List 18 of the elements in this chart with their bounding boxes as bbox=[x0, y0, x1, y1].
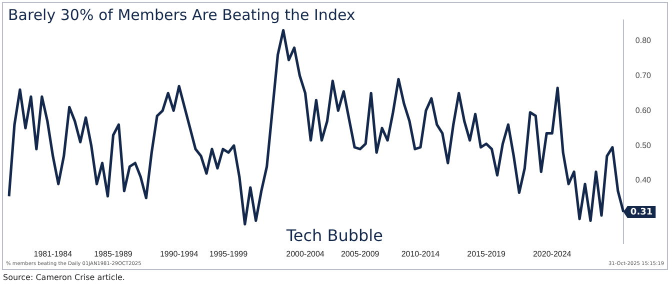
y-tick-label: 0.70 bbox=[635, 70, 652, 80]
y-tick-label: 0.80 bbox=[635, 36, 652, 45]
x-tick-label: 1985-1989 bbox=[94, 249, 133, 258]
x-tick-label: 2000-2004 bbox=[286, 249, 325, 258]
y-tick-label: 0.50 bbox=[635, 140, 652, 150]
x-tick-label: 2015-2019 bbox=[467, 249, 506, 258]
x-tick-label: 2005-2009 bbox=[340, 249, 380, 258]
chart-title: Barely 30% of Members Are Beating the Index bbox=[8, 6, 356, 24]
y-tick-label: 0.60 bbox=[635, 106, 652, 115]
x-tick-label: 1990-1994 bbox=[160, 249, 199, 258]
source-note: Source: Cameron Crise article. bbox=[3, 273, 125, 282]
y-tick-label: 0.40 bbox=[635, 176, 652, 185]
x-tick-label: 1995-1999 bbox=[209, 249, 248, 258]
x-tick-label: 1981-1984 bbox=[34, 249, 73, 258]
x-tick-label: 2020-2024 bbox=[532, 249, 572, 258]
x-tick-label: 2010-2014 bbox=[401, 249, 440, 258]
text: 0.31 bbox=[630, 207, 653, 218]
annotation: Tech Bubble bbox=[286, 226, 383, 245]
